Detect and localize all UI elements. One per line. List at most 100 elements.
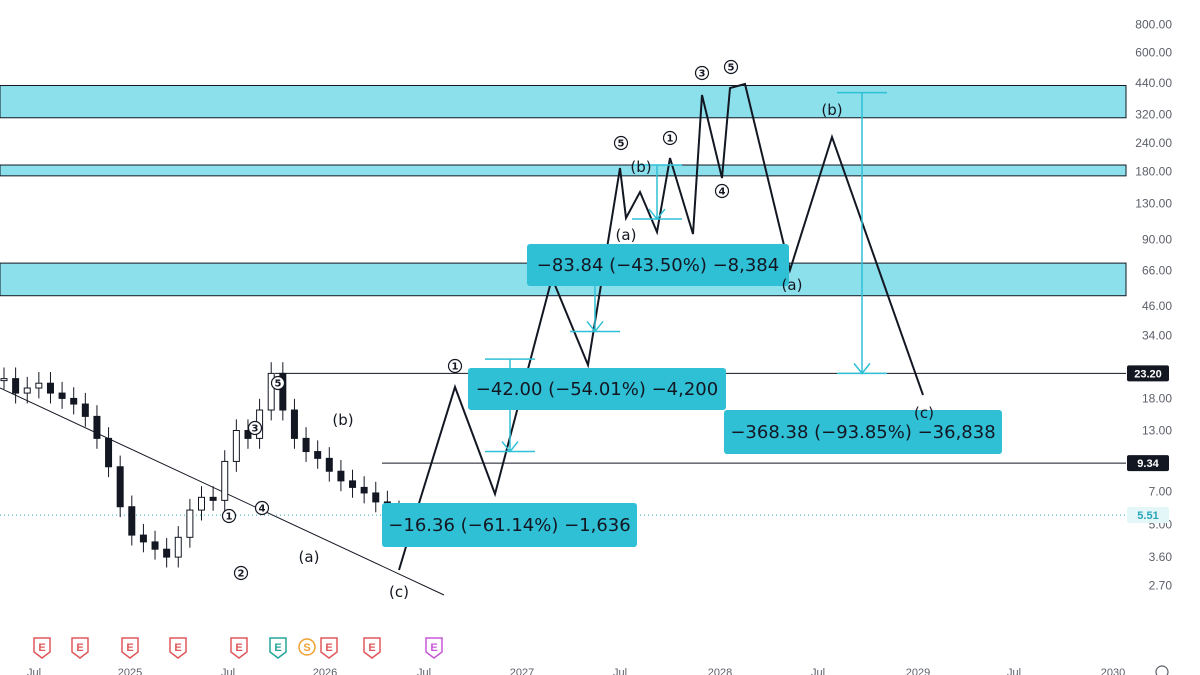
price-range-measure[interactable]: −16.36 (−61.14%) −1,636: [382, 358, 637, 547]
split-event-icon[interactable]: S: [298, 638, 316, 656]
wave-label-ring: [247, 420, 263, 436]
earnings-event-icon[interactable]: E: [425, 637, 443, 659]
price-axis[interactable]: 800.00 600.00 440.00 320.00 240.00 180.00 130.…: [1127, 0, 1200, 656]
wave-label-circled: 5: [613, 135, 629, 151]
wave-label: (b): [332, 411, 353, 429]
earnings-event-icon[interactable]: E: [169, 637, 187, 659]
time-tick-label: Jul: [811, 667, 825, 675]
wave-label-number: 5: [275, 379, 282, 390]
event-badge-letter: E: [235, 642, 242, 654]
measure-layer: −16.36 (−61.14%) −1,636 −42.00 (−54.01%) …: [382, 91, 1002, 547]
candle-body: [360, 486, 368, 494]
price-tag-box: [1127, 507, 1169, 524]
measure-label-text: −16.36 (−61.14%) −1,636: [388, 515, 630, 536]
wave-label-number: 5: [728, 63, 735, 74]
event-badge: [230, 637, 248, 659]
price-tick-label: 2.70: [1149, 578, 1173, 592]
measure-label-text: −42.00 (−54.01%) −4,200: [476, 379, 718, 400]
wave-label-number: 4: [259, 504, 266, 515]
earnings-event-icon[interactable]: E: [230, 637, 248, 659]
event-badge: [298, 638, 316, 656]
earnings-event-icon[interactable]: E: [71, 637, 89, 659]
event-badge-letter: E: [430, 642, 437, 654]
wave-label-circled: 3: [694, 65, 710, 81]
price-tick-label: 34.00: [1142, 329, 1172, 343]
wave-label: (b): [821, 101, 842, 119]
wave-label-circled: 4: [254, 500, 270, 516]
price-range-measure[interactable]: −368.38 (−93.85%) −36,838: [724, 91, 1002, 454]
candle-body: [198, 496, 205, 511]
event-badge-letter: E: [325, 642, 332, 654]
zone-band[interactable]: [0, 85, 1127, 119]
candle-body: [81, 403, 89, 417]
time-tick-label: 2029: [906, 667, 930, 675]
measure-label-box: [468, 368, 726, 410]
candle-body: [139, 534, 147, 543]
earnings-event-icon[interactable]: E: [121, 637, 139, 659]
wave-label-number: 4: [719, 187, 726, 198]
wave-label-number: 5: [618, 139, 625, 150]
wave-label-circled: 1: [221, 508, 237, 524]
candle-body: [349, 480, 357, 488]
wave-label: (c): [389, 583, 409, 601]
price-tag[interactable]: 5.51: [1127, 507, 1169, 524]
price-tick-label: 130.00: [1135, 196, 1172, 210]
time-axis[interactable]: Jul 2025 Jul 2026 Jul 2027 Jul 2028 Jul 2029 Jul 20…: [27, 665, 1169, 675]
price-tag-box: [1127, 455, 1169, 472]
time-tick-label: 2027: [510, 667, 534, 675]
earnings-event-icon[interactable]: E: [33, 637, 51, 659]
candle-body: [93, 415, 101, 439]
candle-body: [337, 470, 345, 482]
candle-body: [186, 509, 194, 538]
candle-body: [151, 541, 159, 550]
price-tag[interactable]: 9.34: [1127, 455, 1169, 472]
candle-body: [105, 437, 113, 468]
wave-label-circled: 1: [447, 358, 463, 374]
candle-body: [0, 378, 8, 382]
candle-body: [325, 457, 333, 472]
time-tick-label: Jul: [613, 667, 627, 675]
event-badge: [425, 637, 443, 659]
time-tick-label: 2025: [118, 667, 142, 675]
earnings-event-icon[interactable]: E: [320, 637, 338, 659]
price-tag[interactable]: 23.20: [1127, 365, 1169, 382]
candle-body: [221, 460, 229, 501]
elliott-wave-projection[interactable]: [398, 82, 924, 571]
event-badge: [33, 637, 51, 659]
wave-label-number: 2: [238, 569, 245, 580]
clock-icon[interactable]: [1155, 665, 1169, 675]
wave-label-ring: [723, 59, 739, 75]
candle-body: [314, 451, 322, 459]
price-tick-label: 13.00: [1142, 423, 1172, 437]
price-tick-label: 66.00: [1142, 263, 1172, 277]
event-badge-letter: E: [368, 642, 375, 654]
measure-label-text: −368.38 (−93.85%) −36,838: [730, 422, 995, 443]
wave-label-circled: 3: [247, 420, 263, 436]
wave-label-number: 1: [667, 134, 674, 145]
earnings-event-icon[interactable]: E: [269, 637, 287, 659]
candle-body: [46, 382, 54, 394]
candle-body: [244, 429, 252, 439]
price-range-measure[interactable]: −42.00 (−54.01%) −4,200: [468, 254, 726, 410]
wave-label-ring: [221, 508, 237, 524]
candle-body: [58, 392, 66, 399]
candle-body: [174, 536, 182, 558]
measure-arrowhead: [586, 320, 604, 333]
price-tick-label: 440.00: [1135, 76, 1172, 90]
event-badge-letter: E: [38, 642, 45, 654]
wave-label-ring: [662, 130, 678, 146]
candle-body: [209, 496, 217, 501]
wave-label-circled: 4: [714, 183, 730, 199]
candle-body: [70, 397, 78, 405]
wave-label-layer: 1 2 3 4 5 (a) (b) (c) 1 5 (a) (b) 1 3 4 5 (a) (b) (c): [221, 59, 934, 601]
event-badge-letter: E: [174, 642, 181, 654]
price-axis-background: [1127, 0, 1200, 656]
candle-body: [116, 466, 124, 508]
zone-band[interactable]: [0, 164, 1127, 177]
measure-label-box: [724, 410, 1002, 454]
price-range-measure[interactable]: −83.84 (−43.50%) −8,384: [527, 164, 789, 286]
earnings-event-icon[interactable]: E: [363, 637, 381, 659]
wave-label-ring: [254, 500, 270, 516]
wave-label: (a): [616, 226, 637, 244]
